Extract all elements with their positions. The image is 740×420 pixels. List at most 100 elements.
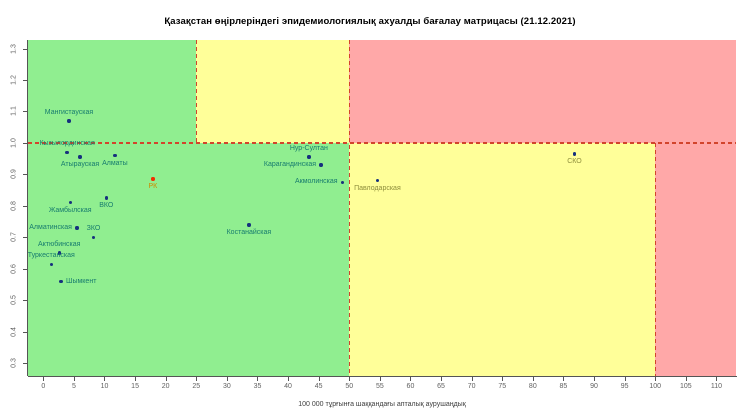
data-point-region (91, 235, 96, 240)
x-tick (624, 377, 626, 381)
threshold-line-x25 (195, 40, 197, 143)
y-tick (23, 363, 27, 365)
threshold-line-x50 (348, 40, 350, 376)
data-point-region (104, 196, 109, 200)
x-tick-label: 110 (710, 383, 722, 390)
data-point-region (572, 152, 577, 156)
x-tick-label: 45 (314, 383, 323, 390)
y-axis-line (27, 40, 28, 376)
data-point-region (375, 179, 380, 183)
data-point-label: Атырауская (60, 161, 100, 169)
data-point-label: Актюбинская (37, 241, 81, 249)
x-tick (594, 377, 596, 381)
x-tick-label: 55 (375, 383, 384, 390)
data-point-label: ЗКО (86, 225, 101, 233)
data-point-region (75, 226, 79, 230)
data-point-region (67, 119, 71, 123)
data-point-label: Костанайская (226, 228, 272, 236)
data-point-label: Алматинская (29, 223, 72, 231)
zone-red-upper (349, 40, 736, 143)
x-tick (716, 377, 718, 381)
x-axis-label: 100 000 тұрғынға шаққандағы апталық ауру… (298, 401, 466, 408)
threshold-line-y1 (28, 142, 736, 144)
y-tick-label: 0.9 (10, 169, 18, 180)
x-tick (226, 377, 228, 381)
y-tick-label: 0.3 (10, 358, 18, 369)
x-tick-label: 90 (590, 383, 598, 390)
x-tick (288, 377, 290, 381)
x-tick-label: 15 (131, 383, 139, 390)
zone-green-lower (28, 142, 350, 376)
x-tick-label: 35 (253, 383, 262, 390)
zone-green-upper (28, 40, 197, 143)
x-tick (502, 377, 504, 381)
data-point-label: Нур-Султан (289, 145, 328, 153)
x-tick (655, 377, 657, 381)
x-tick-label: 80 (528, 383, 537, 390)
data-point-region (113, 153, 117, 158)
x-tick-label: 75 (498, 383, 507, 390)
x-tick-label: 20 (161, 383, 170, 390)
x-tick (104, 377, 106, 381)
y-tick-label: 0.7 (10, 232, 18, 243)
data-point-region (59, 279, 63, 284)
y-tick (23, 79, 27, 81)
x-tick-label: 0 (41, 383, 46, 390)
y-tick-label: 0.6 (10, 264, 18, 274)
x-tick-label: 50 (345, 383, 354, 390)
y-tick-label: 1.0 (10, 138, 18, 148)
x-tick (349, 377, 351, 381)
y-tick-label: 0.8 (10, 201, 18, 211)
x-tick (532, 377, 534, 381)
zone-yellow-upper (196, 40, 350, 143)
x-tick (257, 377, 259, 381)
x-tick (43, 377, 45, 381)
data-point-label: Жамбылская (48, 206, 92, 214)
x-tick (563, 377, 565, 381)
plot-area: Мангистауская Кызылординская Атырауская Алм… (28, 40, 736, 376)
y-tick (23, 48, 27, 50)
x-tick-label: 100 (649, 383, 662, 390)
data-point-region (57, 251, 61, 255)
y-tick (23, 111, 27, 113)
x-tick-label: 25 (192, 383, 201, 390)
data-point-region (49, 262, 53, 266)
y-tick (23, 268, 27, 270)
x-tick (441, 377, 443, 381)
x-tick (471, 377, 473, 381)
data-point-label: Алматы (102, 159, 128, 167)
data-point-rk (151, 177, 155, 181)
y-tick (23, 331, 27, 333)
x-axis-line (28, 376, 737, 377)
data-point-label: Павлодарская (354, 184, 401, 192)
x-tick-label: 95 (620, 383, 629, 390)
x-tick (73, 377, 75, 381)
data-point-region (319, 163, 323, 167)
x-tick (165, 377, 167, 381)
data-point-label: Туркестанская (27, 252, 75, 260)
x-tick-label: 85 (559, 383, 568, 390)
x-tick-label: 65 (437, 383, 445, 390)
chart-title: Қазақстан өңірлеріндегі эпидемиологиялық… (164, 16, 576, 27)
data-point-region (78, 155, 82, 159)
y-tick-label: 0.4 (10, 327, 18, 337)
data-point-label: Мангистауская (44, 108, 94, 116)
y-tick-label: 1.1 (10, 106, 18, 117)
y-tick-label: 1.3 (10, 43, 18, 54)
y-tick (23, 237, 27, 239)
x-tick-label: 30 (222, 383, 231, 390)
data-point-region (65, 150, 69, 155)
x-tick (685, 377, 687, 381)
x-tick-label: 5 (71, 383, 76, 390)
zone-yellow-lower (349, 142, 656, 376)
x-tick-label: 60 (406, 383, 415, 390)
data-point-region (68, 201, 72, 205)
x-tick (318, 377, 320, 381)
data-point-label: Карагандинская (263, 161, 317, 169)
y-tick (23, 174, 27, 176)
x-tick (135, 377, 137, 381)
y-tick (23, 205, 27, 207)
data-point-label: ВКО (99, 202, 114, 210)
data-point-region (340, 180, 345, 185)
